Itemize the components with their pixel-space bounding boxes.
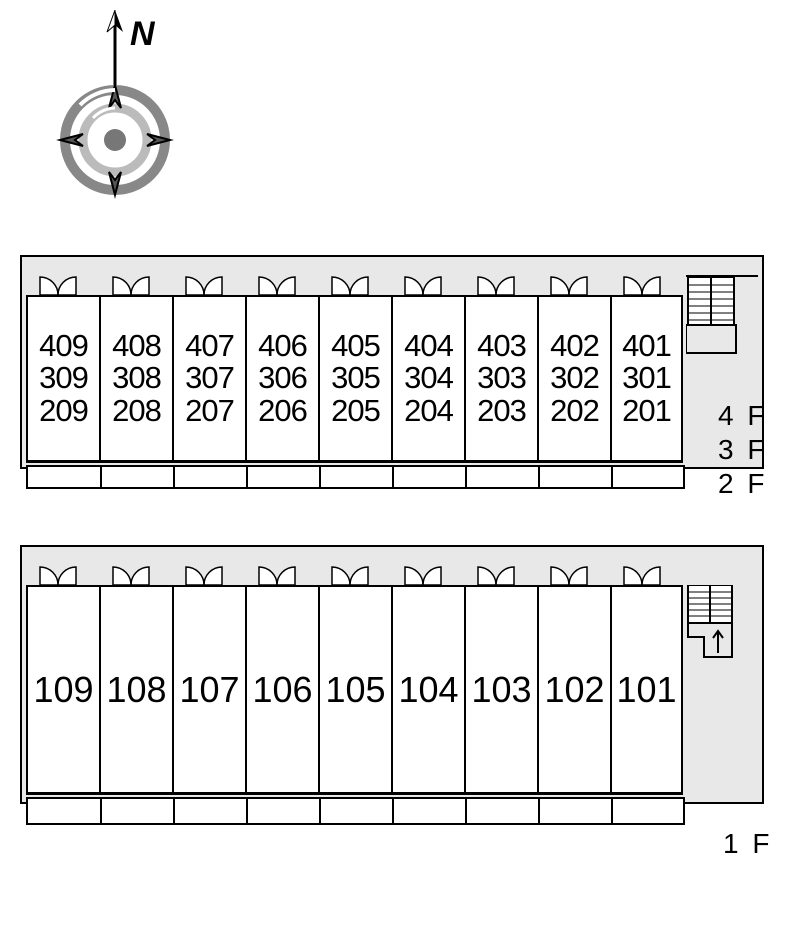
unit-stack: 406306206	[245, 295, 318, 463]
upper-units-row: 4093092094083082084073072074063062064053…	[26, 295, 683, 463]
lower-door-swings	[20, 547, 760, 587]
unit-number-label: 108	[106, 671, 166, 709]
unit-number-label: 208	[112, 395, 161, 428]
floor-label-4f: 4 F	[718, 400, 767, 432]
unit-number-label: 306	[258, 362, 307, 395]
unit-stack: 405305205	[318, 295, 391, 463]
unit-number-label: 201	[622, 395, 671, 428]
unit-number-label: 402	[550, 330, 599, 363]
unit-number-label: 207	[185, 395, 234, 428]
unit-number-label: 206	[258, 395, 307, 428]
unit: 101	[610, 585, 683, 795]
unit-stack: 403303203	[464, 295, 537, 463]
unit-number-label: 203	[477, 395, 526, 428]
unit-number-label: 406	[258, 330, 307, 363]
unit-number-label: 106	[252, 671, 312, 709]
upper-balcony-strip	[26, 465, 685, 489]
unit-number-label: 204	[404, 395, 453, 428]
unit-number-label: 102	[544, 671, 604, 709]
lower-units-row: 109 108 107 106 105 104 103 102 101	[26, 585, 683, 795]
unit-stack: 404304204	[391, 295, 464, 463]
unit: 109	[26, 585, 99, 795]
unit-number-label: 104	[398, 671, 458, 709]
floor-label-3f: 3 F	[718, 434, 767, 466]
unit-number-label: 303	[477, 362, 526, 395]
unit-number-label: 209	[39, 395, 88, 428]
unit: 107	[172, 585, 245, 795]
upper-door-swings	[20, 257, 760, 297]
unit: 102	[537, 585, 610, 795]
unit: 105	[318, 585, 391, 795]
lower-stair-area	[686, 585, 758, 695]
unit: 108	[99, 585, 172, 795]
unit-number-label: 309	[39, 362, 88, 395]
unit: 106	[245, 585, 318, 795]
unit-stack: 409309209	[26, 295, 99, 463]
unit-number-label: 407	[185, 330, 234, 363]
unit-number-label: 107	[179, 671, 239, 709]
unit: 103	[464, 585, 537, 795]
unit-number-label: 404	[404, 330, 453, 363]
unit-number-label: 205	[331, 395, 380, 428]
floor-label-1f: 1 F	[723, 828, 772, 860]
unit-stack: 407307207	[172, 295, 245, 463]
unit-number-label: 409	[39, 330, 88, 363]
unit-number-label: 308	[112, 362, 161, 395]
compass-rose: N	[35, 10, 195, 235]
unit-number-label: 401	[622, 330, 671, 363]
unit-number-label: 405	[331, 330, 380, 363]
unit-stack: 402302202	[537, 295, 610, 463]
unit-number-label: 302	[550, 362, 599, 395]
lower-balcony-strip	[26, 797, 685, 825]
unit-number-label: 305	[331, 362, 380, 395]
unit-stack: 408308208	[99, 295, 172, 463]
north-arrow: N	[107, 10, 156, 95]
north-label: N	[130, 15, 156, 53]
unit-number-label: 408	[112, 330, 161, 363]
unit-number-label: 301	[622, 362, 671, 395]
unit-number-label: 202	[550, 395, 599, 428]
unit: 104	[391, 585, 464, 795]
unit-number-label: 103	[471, 671, 531, 709]
unit-number-label: 304	[404, 362, 453, 395]
unit-number-label: 105	[325, 671, 385, 709]
unit-number-label: 403	[477, 330, 526, 363]
floor-label-2f: 2 F	[718, 468, 767, 500]
unit-number-label: 109	[33, 671, 93, 709]
upper-stair-area	[686, 275, 758, 362]
unit-stack: 401301201	[610, 295, 683, 463]
unit-number-label: 307	[185, 362, 234, 395]
unit-number-label: 101	[616, 671, 676, 709]
